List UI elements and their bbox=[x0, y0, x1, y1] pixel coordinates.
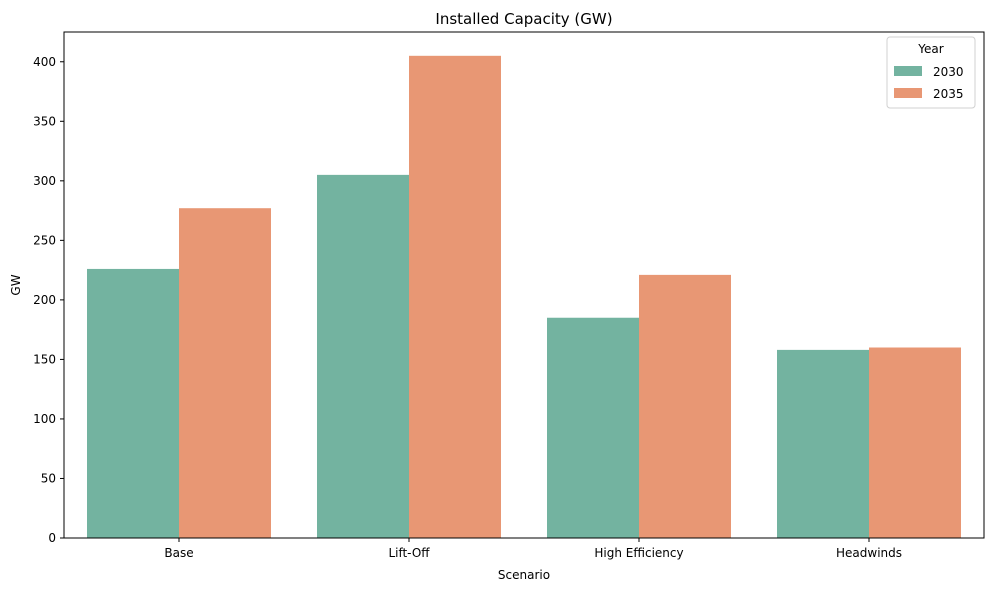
bar-2030-headwinds bbox=[777, 349, 869, 538]
x-axis: Base Lift-Off High Efficiency Headwinds bbox=[164, 538, 902, 560]
bar-2035-high-efficiency bbox=[639, 274, 731, 538]
y-tick-label: 0 bbox=[48, 531, 56, 545]
bar-2030-high-efficiency bbox=[547, 317, 639, 538]
y-tick-label: 50 bbox=[41, 471, 56, 485]
x-tick-label: Lift-Off bbox=[388, 546, 430, 560]
legend-swatch-2030 bbox=[894, 66, 922, 76]
y-tick-label: 100 bbox=[33, 412, 56, 426]
x-tick-label: High Efficiency bbox=[594, 546, 683, 560]
x-axis-label: Scenario bbox=[498, 568, 550, 582]
bar-2030-lift-off bbox=[317, 174, 409, 538]
y-tick-label: 200 bbox=[33, 293, 56, 307]
legend-label-2035: 2035 bbox=[933, 87, 964, 101]
bar-2035-headwinds bbox=[869, 347, 961, 538]
y-tick-label: 150 bbox=[33, 352, 56, 366]
y-tick-label: 350 bbox=[33, 114, 56, 128]
bar-2035-lift-off bbox=[409, 55, 501, 538]
legend-label-2030: 2030 bbox=[933, 65, 964, 79]
y-axis-label: GW bbox=[9, 274, 23, 295]
legend: Year 2030 2035 bbox=[886, 36, 976, 109]
y-tick-label: 400 bbox=[33, 55, 56, 69]
legend-title: Year bbox=[917, 42, 943, 56]
x-tick-label: Headwinds bbox=[836, 546, 902, 560]
plot-frame bbox=[63, 31, 985, 539]
x-tick-label: Base bbox=[164, 546, 193, 560]
chart-title: Installed Capacity (GW) bbox=[435, 10, 612, 28]
bars-layer bbox=[87, 55, 961, 538]
bar-2030-base bbox=[87, 268, 179, 538]
legend-swatch-2035 bbox=[894, 88, 922, 98]
bar-2035-base bbox=[179, 208, 271, 538]
y-tick-label: 250 bbox=[33, 233, 56, 247]
y-tick-label: 300 bbox=[33, 174, 56, 188]
y-axis: 0 50 100 150 200 250 300 350 400 bbox=[33, 55, 64, 545]
